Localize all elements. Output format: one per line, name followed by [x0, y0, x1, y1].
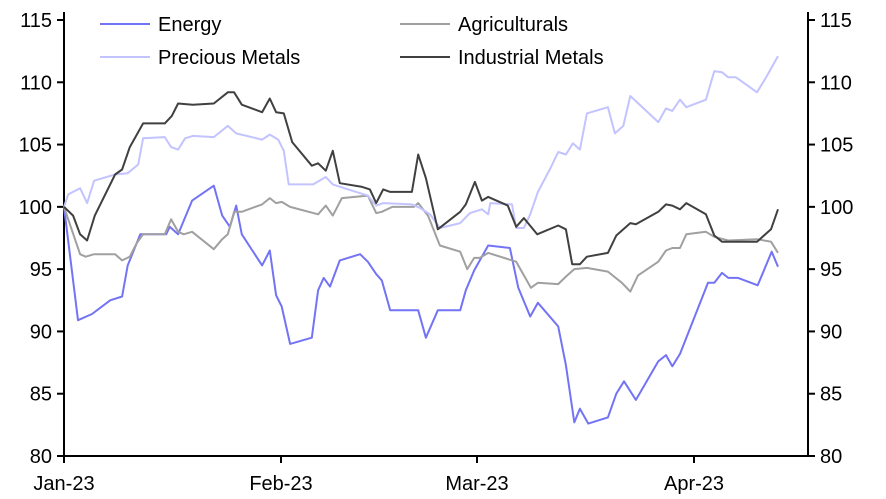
left-y-tick-label: 110 [20, 72, 52, 94]
right-y-tick-label: 95 [820, 259, 842, 281]
series-line-precious-metals [63, 55, 779, 229]
legend-item-energy: Energy [100, 14, 221, 36]
left-y-tick-label: 95 [30, 259, 52, 281]
right-y-tick-label: 80 [820, 446, 842, 468]
series-line-industrial-metals [63, 91, 779, 266]
x-tick-label: Mar-23 [445, 473, 508, 495]
left-y-tick-label: 90 [30, 321, 52, 343]
legend-item-precious-metals: Precious Metals [100, 47, 300, 69]
right-y-tick-label: 110 [820, 72, 852, 94]
left-y-tick-label: 100 [19, 197, 52, 219]
legend: Energy Agriculturals Precious Metals Indust… [100, 14, 604, 69]
legend-label: Industrial Metals [458, 47, 604, 69]
legend-label: Precious Metals [158, 47, 300, 69]
x-tick-label: Feb-23 [249, 473, 312, 495]
series-line-energy [63, 184, 779, 425]
legend-item-agriculturals: Agriculturals [400, 14, 568, 36]
series-lines [63, 55, 779, 425]
x-tick-label: Apr-23 [664, 473, 724, 495]
series-line-agriculturals [63, 194, 779, 293]
right-y-tick-label: 100 [820, 197, 853, 219]
right-y-tick-label: 115 [820, 10, 852, 32]
legend-label: Energy [158, 14, 221, 36]
legend-label: Agriculturals [458, 14, 568, 36]
right-y-tick-label: 90 [820, 321, 842, 343]
axes: 80 80 85 85 90 90 95 95 100 100 105 105 110 110 115 115… [19, 10, 854, 495]
right-y-tick-label: 105 [820, 135, 853, 157]
left-y-tick-label: 85 [30, 384, 52, 406]
x-tick-label: Jan-23 [33, 473, 94, 495]
right-y-tick-label: 85 [820, 384, 842, 406]
left-y-tick-label: 115 [20, 10, 52, 32]
left-y-tick-label: 80 [30, 446, 52, 468]
left-y-tick-label: 105 [19, 135, 52, 157]
legend-item-industrial-metals: Industrial Metals [400, 47, 604, 69]
